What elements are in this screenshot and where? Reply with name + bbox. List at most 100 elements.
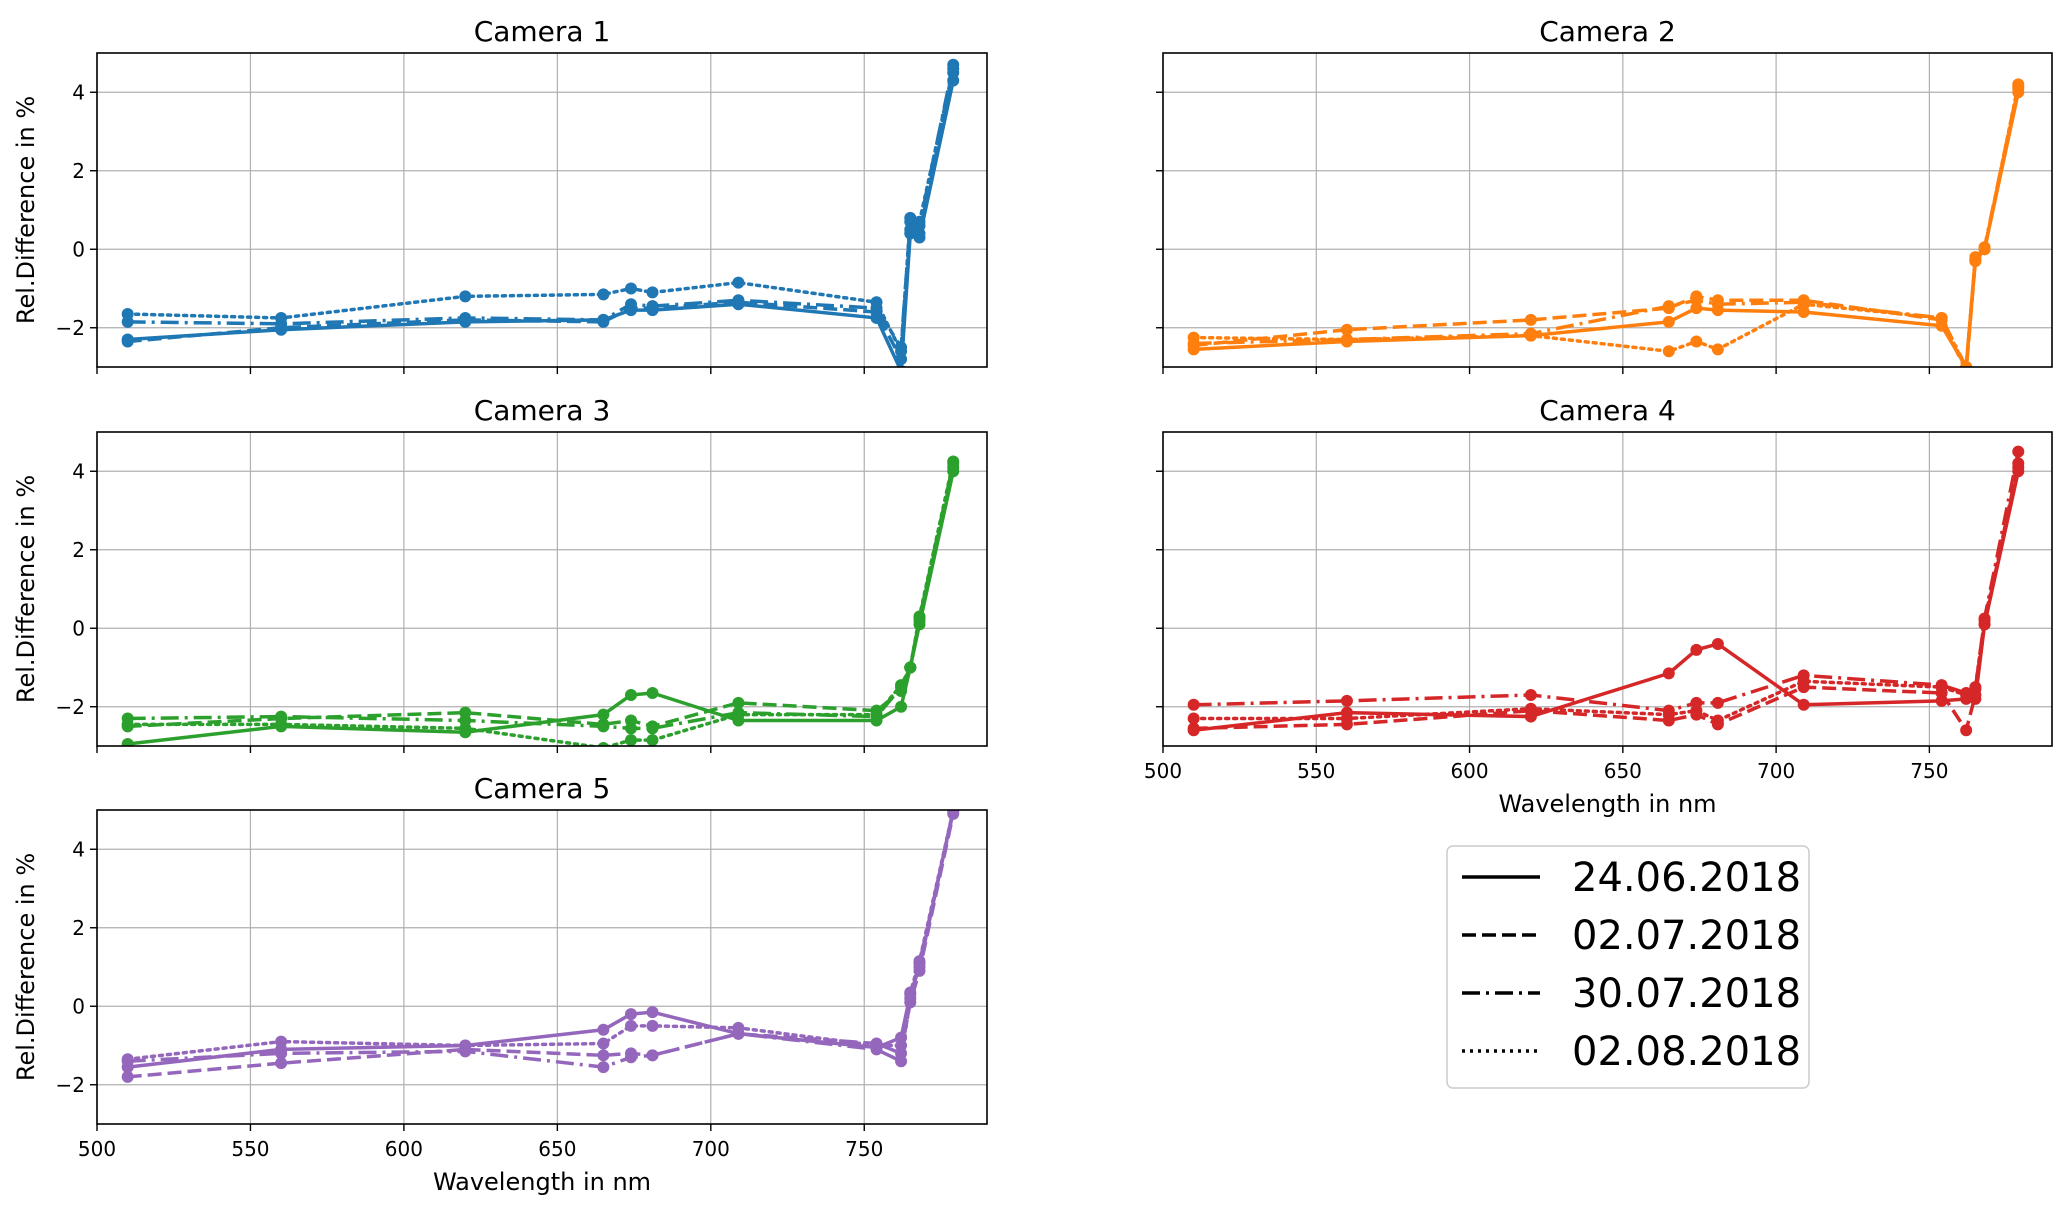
panel-title: Camera 1 xyxy=(474,15,611,48)
data-point xyxy=(732,708,745,721)
y-tick-label: 2 xyxy=(72,916,85,940)
x-tick-label: 500 xyxy=(1144,759,1182,783)
data-point xyxy=(870,708,883,721)
data-point xyxy=(895,1039,908,1052)
data-point xyxy=(1797,675,1810,688)
data-point xyxy=(895,700,908,713)
series-line-dashdot xyxy=(127,811,955,1069)
data-point xyxy=(597,1049,610,1062)
panel-camera-5: −2 0 2 4 500 550 600 650 700 750 Camera 5 Rel.Diffe… xyxy=(12,772,988,1196)
data-point xyxy=(1662,667,1675,680)
x-tick-label: 700 xyxy=(692,1137,730,1161)
data-point xyxy=(646,1019,659,1032)
data-point xyxy=(1797,298,1810,311)
data-point xyxy=(459,311,472,324)
y-tick-label: 4 xyxy=(72,837,85,861)
plot-area xyxy=(121,58,960,367)
data-point xyxy=(597,1037,610,1050)
data-point xyxy=(904,986,917,999)
y-tick-label: −2 xyxy=(56,1073,85,1097)
data-point xyxy=(904,211,917,224)
data-point xyxy=(459,290,472,303)
data-point xyxy=(1690,643,1703,656)
plot-area xyxy=(121,455,960,746)
x-tick-label: 600 xyxy=(385,1137,423,1161)
data-point xyxy=(597,741,610,746)
data-point xyxy=(1524,688,1537,701)
data-point xyxy=(625,688,637,701)
data-point xyxy=(1524,313,1537,326)
series-line-dotted xyxy=(125,459,955,746)
axes-frame xyxy=(1162,431,2053,747)
data-point xyxy=(625,1019,637,1032)
data-point xyxy=(275,311,288,324)
data-point xyxy=(121,1053,134,1066)
series-line-solid xyxy=(127,810,955,1069)
legend-label: 02.08.2018 xyxy=(1572,1029,1801,1075)
data-point xyxy=(1524,702,1537,715)
data-point xyxy=(1690,294,1703,307)
axes-frame xyxy=(1162,52,2053,368)
data-point xyxy=(2012,461,2025,474)
data-point xyxy=(597,1061,610,1074)
data-point xyxy=(597,288,610,301)
y-axis-label: Rel.Difference in % xyxy=(12,475,40,703)
panel-title: Camera 3 xyxy=(474,394,611,427)
data-point xyxy=(1978,614,1991,627)
data-point xyxy=(895,1055,908,1068)
data-point xyxy=(1187,698,1200,711)
x-tick-label: 700 xyxy=(1757,759,1795,783)
axes-frame xyxy=(96,809,988,1125)
panel-camera-2: Camera 2 xyxy=(1156,15,2053,374)
data-point xyxy=(2012,445,2025,458)
series-line-dashdot xyxy=(127,64,955,350)
data-point xyxy=(732,1021,745,1034)
data-point xyxy=(646,687,659,700)
data-point xyxy=(625,1051,637,1064)
data-point xyxy=(459,1039,472,1052)
series-line-dotted xyxy=(1191,465,2021,723)
y-tick-label: −2 xyxy=(56,316,85,340)
x-tick-label: 550 xyxy=(1297,759,1335,783)
data-point xyxy=(1935,681,1948,694)
data-point xyxy=(913,955,926,968)
data-point xyxy=(732,294,745,307)
panel-camera-4: 500 550 600 650 700 750 Camera 4 Wavelength in … xyxy=(1144,394,2053,818)
y-tick-label: −2 xyxy=(56,695,85,719)
x-tick-label: 600 xyxy=(1450,759,1488,783)
data-point xyxy=(459,722,472,735)
data-point xyxy=(1711,298,1724,311)
data-point xyxy=(1187,722,1200,735)
axes-frame xyxy=(96,52,988,368)
data-point xyxy=(121,1070,134,1083)
data-point xyxy=(121,308,134,321)
data-point xyxy=(625,282,637,295)
data-point xyxy=(1960,688,1973,701)
data-point xyxy=(913,610,926,623)
data-point xyxy=(1340,333,1353,346)
data-point xyxy=(732,696,745,709)
data-point xyxy=(1797,698,1810,711)
data-point xyxy=(1340,323,1353,336)
panel-title: Camera 5 xyxy=(474,772,611,805)
data-point xyxy=(1662,300,1675,313)
x-tick-label: 650 xyxy=(1604,759,1642,783)
data-point xyxy=(870,1039,883,1052)
data-point xyxy=(646,1049,659,1062)
legend-label: 02.07.2018 xyxy=(1572,913,1801,959)
data-point xyxy=(904,661,917,674)
y-axis-label: Rel.Difference in % xyxy=(12,853,40,1081)
data-point xyxy=(1711,637,1724,650)
data-point xyxy=(646,1006,659,1019)
x-axis-label: Wavelength in nm xyxy=(1498,790,1716,818)
data-point xyxy=(1662,708,1675,721)
panel-camera-3: −2 0 2 4 Camera 3 Rel.Difference in % xyxy=(12,394,988,753)
data-point xyxy=(121,335,134,348)
data-point xyxy=(597,313,610,326)
y-axis-label: Rel.Difference in % xyxy=(12,96,40,324)
data-point xyxy=(646,286,659,299)
data-point xyxy=(275,1035,288,1048)
plot-area xyxy=(1187,78,2025,367)
data-point xyxy=(646,734,659,746)
